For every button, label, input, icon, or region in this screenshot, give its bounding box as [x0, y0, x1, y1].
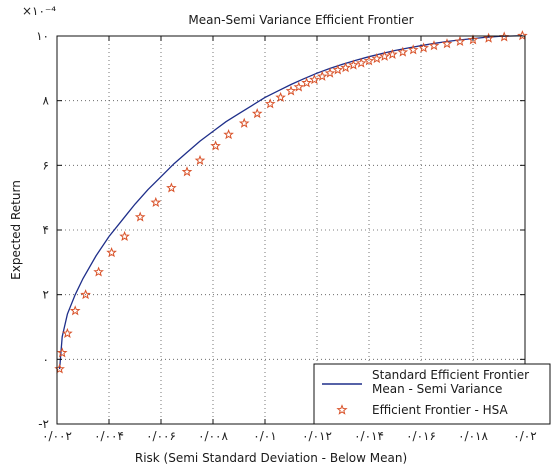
x-tick-label: ۰/۰۱ — [253, 429, 276, 443]
legend: Standard Efficient Frontier Mean - Semi … — [313, 363, 551, 425]
series-point-hsa — [62, 327, 73, 338]
series-point-hsa — [428, 40, 440, 51]
series-point-hsa — [332, 64, 344, 75]
legend-label-hsa: Efficient Frontier - HSA — [372, 403, 508, 417]
x-tick-label: ۰/۰۱۸ — [458, 429, 488, 443]
y-tick-label: ۴ — [43, 223, 49, 237]
series-point-hsa — [454, 35, 466, 47]
series-point-hsa — [80, 289, 91, 300]
series-point-hsa — [441, 38, 453, 49]
series-point-hsa — [483, 32, 494, 43]
y-tick-label: ۱۰ — [36, 29, 49, 43]
series-point-hsa — [316, 70, 328, 81]
y-tick-label: ۶ — [43, 158, 49, 172]
x-tick-label: ۰/۰۰۴ — [94, 429, 124, 443]
series-point-hsa — [517, 30, 528, 41]
series-point-hsa — [301, 77, 312, 88]
x-tick-label: ۰/۰۰۲ — [42, 429, 72, 443]
series-point-hsa — [363, 55, 375, 66]
y-tick-label: ۲ — [43, 288, 49, 302]
series-point-hsa — [181, 166, 193, 177]
series-point-hsa — [285, 85, 297, 96]
series-point-hsa — [119, 230, 130, 241]
legend-star-swatch — [336, 404, 348, 415]
series-point-hsa — [69, 305, 81, 316]
y-axis-multiplier: ×۱۰⁻⁴ — [22, 4, 56, 18]
x-axis-ticks: ۰/۰۰۲ ۰/۰۰۴ ۰/۰۰۶ ۰/۰۰۸ ۰/۰۱ ۰/۰۱۲ ۰/۰۱۴ ۰/۰۱۶ ۰… — [42, 36, 537, 443]
series-point-hsa — [223, 129, 234, 140]
y-tick-label: ۸ — [43, 94, 50, 108]
series-point-hsa — [324, 67, 336, 78]
chart-title: Mean-Semi Variance Efficient Frontier — [188, 13, 413, 27]
y-axis-ticks: -۲ ۰ ۲ ۴ ۶ ۸ ۱۰ — [36, 29, 525, 431]
y-axis-label: Expected Return — [9, 180, 23, 280]
series-point-hsa — [251, 108, 263, 119]
series-point-hsa — [397, 46, 409, 57]
series-point-hsa — [106, 247, 117, 258]
series-point-hsa — [93, 266, 104, 277]
series-point-hsa — [194, 154, 206, 166]
series-point-hsa — [371, 53, 383, 64]
series-point-hsa — [210, 140, 221, 151]
series-point-hsa — [150, 196, 162, 208]
series-point-hsa — [134, 211, 146, 222]
series-point-hsa — [355, 57, 367, 68]
series-layer — [54, 30, 528, 374]
series-point-hsa — [379, 50, 390, 61]
y-tick-label: -۲ — [38, 417, 49, 431]
series-point-hsa — [56, 347, 68, 358]
series-point-hsa — [340, 62, 351, 73]
series-point-hsa — [407, 44, 419, 55]
y-tick-label: ۰ — [43, 352, 49, 366]
x-tick-label: ۰/۰۱۴ — [354, 429, 384, 443]
legend-label-standard-frontier: Standard Efficient Frontier — [372, 368, 529, 382]
legend-label-standard-frontier-line2: Mean - Semi Variance — [372, 382, 502, 396]
x-tick-label: ۰/۰۲ — [513, 429, 536, 443]
x-tick-label: ۰/۰۱۶ — [406, 429, 436, 443]
series-point-hsa — [467, 34, 479, 45]
legend-star-marker — [336, 404, 348, 415]
x-tick-label: ۰/۰۰۸ — [198, 429, 228, 443]
x-axis-label: Risk (Semi Standard Deviation - Below Me… — [135, 451, 407, 465]
series-point-hsa — [166, 182, 177, 193]
plot-area — [57, 36, 525, 424]
series-point-hsa — [309, 74, 320, 85]
series-point-hsa — [418, 42, 429, 53]
series-point-hsa — [348, 59, 359, 70]
x-tick-label: ۰/۰۱۲ — [302, 429, 332, 443]
series-point-hsa — [275, 91, 286, 102]
series-point-hsa — [387, 48, 398, 59]
x-tick-label: ۰/۰۰۶ — [146, 429, 176, 443]
series-point-hsa — [264, 98, 276, 109]
series-point-hsa — [293, 81, 305, 92]
series-point-hsa — [238, 117, 250, 128]
legend-box — [313, 363, 551, 425]
